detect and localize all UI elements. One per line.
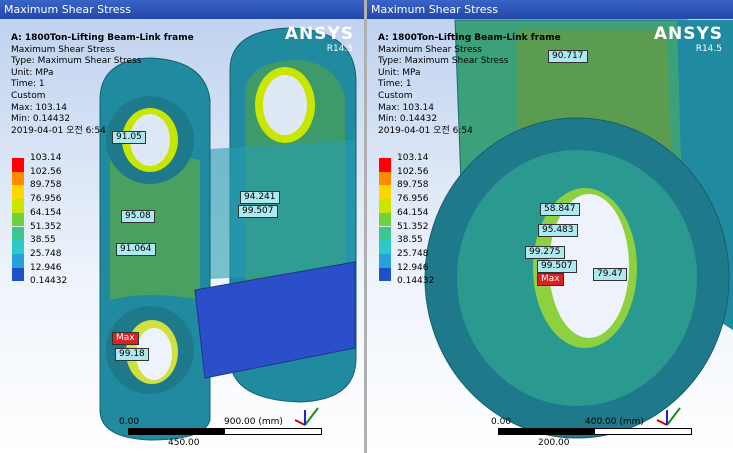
legend-label: 25.748 bbox=[397, 248, 429, 259]
info-line: Maximum Shear Stress bbox=[11, 44, 115, 55]
model bbox=[424, 19, 733, 439]
legend-label: 64.154 bbox=[397, 207, 429, 218]
legend-label: 103.14 bbox=[397, 153, 429, 163]
legend-swatch bbox=[12, 253, 24, 268]
version: R14.5 bbox=[695, 44, 722, 54]
scale-bar bbox=[498, 428, 692, 435]
info-line: Min: 0.14432 bbox=[11, 114, 71, 125]
scale-label: 400.00 (mm) bbox=[585, 417, 644, 427]
window-title: Maximum Shear Stress bbox=[0, 0, 364, 19]
info-line: Maximum Shear Stress bbox=[378, 44, 482, 55]
legend-swatch bbox=[12, 171, 24, 186]
info-line: Unit: MPa bbox=[11, 67, 54, 78]
probe: 58.847 bbox=[540, 203, 580, 216]
legend-label: 76.956 bbox=[30, 194, 62, 205]
info-line: Unit: MPa bbox=[378, 67, 421, 78]
result-info: A: 1800Ton-Lifting Beam-Link frame Maximu… bbox=[378, 33, 561, 137]
legend-swatch bbox=[12, 240, 24, 254]
scale-label: 0.00 bbox=[119, 417, 140, 427]
legend-label: 89.758 bbox=[30, 180, 62, 191]
legend-label: 64.154 bbox=[30, 207, 62, 218]
scale-bar bbox=[128, 428, 322, 435]
legend-swatch bbox=[379, 226, 391, 241]
legend-label: 12.946 bbox=[397, 262, 429, 273]
legend-label: 12.946 bbox=[30, 262, 62, 273]
scale-label: 900.00 (mm) bbox=[224, 417, 283, 427]
legend-label: 0.14432 bbox=[397, 276, 435, 287]
info-line: Type: Maximum Shear Stress bbox=[378, 56, 509, 67]
info-line: Custom bbox=[378, 90, 413, 101]
probe: 91.064 bbox=[116, 243, 156, 256]
model bbox=[99, 27, 357, 441]
version: R14.5 bbox=[326, 44, 353, 54]
window-title: Maximum Shear Stress bbox=[367, 0, 733, 19]
probe-max: Max bbox=[112, 332, 139, 345]
info-line: Custom bbox=[11, 90, 46, 101]
probe: 99.18 bbox=[115, 348, 149, 361]
legend-swatch bbox=[379, 199, 391, 213]
legend-label: 38.55 bbox=[30, 235, 56, 246]
legend-swatch bbox=[379, 253, 391, 268]
legend-label: 51.352 bbox=[397, 221, 429, 232]
info-line: A: 1800Ton-Lifting Beam-Link frame bbox=[11, 33, 194, 43]
legend-swatch bbox=[379, 212, 391, 227]
scale-label: 0.00 bbox=[491, 417, 512, 427]
legend-swatch bbox=[379, 185, 391, 200]
legend-label: 25.748 bbox=[30, 248, 62, 259]
legend-label: 51.352 bbox=[30, 221, 62, 232]
logo: ANSYS bbox=[284, 24, 354, 44]
legend-label: 102.56 bbox=[30, 166, 62, 177]
info-line: Type: Maximum Shear Stress bbox=[11, 56, 142, 67]
info-line: Time: 1 bbox=[11, 79, 45, 90]
probe: 95.08 bbox=[121, 210, 155, 223]
viewport: Maximum Shear Stress A: 1800Ton-Lifting … bbox=[367, 0, 733, 453]
probe: 79.47 bbox=[593, 268, 627, 281]
legend-swatch bbox=[379, 158, 391, 172]
info-line: 2019-04-01 오전 6:54 bbox=[378, 125, 473, 136]
legend-swatch bbox=[12, 185, 24, 200]
legend-swatch bbox=[12, 158, 24, 172]
legend-label: 0.14432 bbox=[30, 276, 68, 287]
legend-label: 102.56 bbox=[397, 166, 429, 177]
info-line: Min: 0.14432 bbox=[378, 114, 438, 125]
legend-swatch bbox=[12, 212, 24, 227]
legend-swatch bbox=[12, 199, 24, 213]
probe-max: Max bbox=[537, 273, 564, 286]
legend-label: 76.956 bbox=[397, 194, 429, 205]
probe: 99.275 bbox=[525, 246, 565, 259]
probe: 95.483 bbox=[538, 224, 578, 237]
probe: 90.717 bbox=[548, 50, 588, 63]
result-info: A: 1800Ton-Lifting Beam-Link frame Maximu… bbox=[11, 33, 194, 137]
legend-swatch bbox=[12, 267, 24, 282]
legend-swatch bbox=[379, 240, 391, 254]
probe: 99.507 bbox=[238, 205, 278, 218]
info-line: A: 1800Ton-Lifting Beam-Link frame bbox=[378, 33, 561, 43]
legend-label: 38.55 bbox=[397, 235, 423, 246]
legend-swatch bbox=[379, 267, 391, 282]
legend-swatch bbox=[12, 226, 24, 241]
info-line: Max: 103.14 bbox=[11, 102, 67, 113]
info-line: Time: 1 bbox=[378, 79, 412, 90]
probe: 94.241 bbox=[240, 191, 280, 204]
scale-label: 200.00 bbox=[538, 438, 570, 448]
scale-label: 450.00 bbox=[168, 438, 200, 448]
probe: 99.507 bbox=[537, 260, 577, 273]
info-line: Max: 103.14 bbox=[378, 102, 434, 113]
viewport: Maximum Shear Stress A: 1800Ton-Lifting … bbox=[0, 0, 364, 453]
probe: 91.05 bbox=[112, 131, 146, 144]
logo: ANSYS bbox=[653, 24, 723, 44]
info-line: 2019-04-01 오전 6:54 bbox=[11, 125, 106, 136]
legend-label: 89.758 bbox=[397, 180, 429, 191]
legend-label: 103.14 bbox=[30, 153, 62, 163]
legend-swatch bbox=[379, 171, 391, 186]
